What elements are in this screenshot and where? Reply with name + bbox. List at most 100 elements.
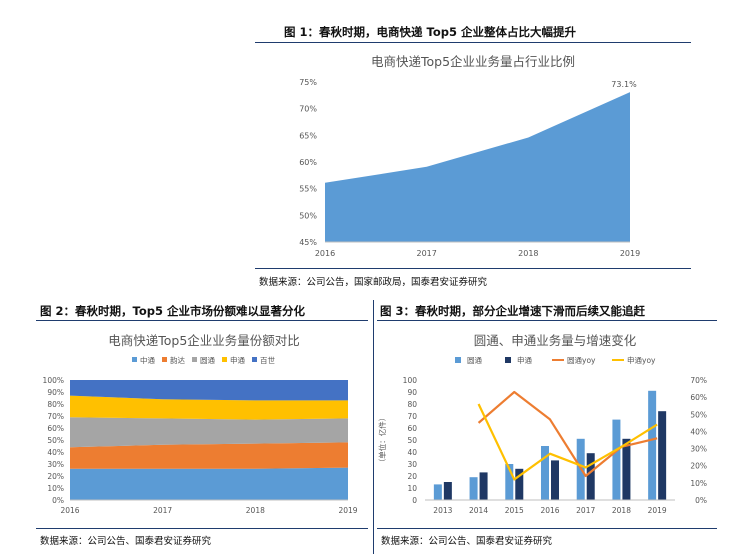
bar-圆通-2014: [469, 477, 478, 500]
legend-label: 百世: [260, 355, 275, 365]
legend-swatch: [252, 357, 257, 362]
chart-2-title: 电商快递Top5企业业务量份额对比: [108, 333, 300, 348]
figure-1-bottom-rule: [255, 268, 691, 269]
chart-1-title: 电商快递Top5企业业务量占行业比例: [371, 54, 575, 69]
figure-2-bottom-rule: [36, 528, 368, 529]
x-tick-label: 2018: [612, 506, 631, 515]
legend-swatch: [162, 357, 167, 362]
figure-2-source: 数据来源：公司公告、国泰君安证券研究: [40, 536, 212, 547]
figure-2-top-rule: [36, 320, 368, 321]
legend-swatch: [455, 357, 461, 363]
legend-label: 圆通yoy: [567, 355, 596, 365]
y-tick-label: 90: [407, 388, 417, 397]
y-tick-label: 100%: [43, 376, 64, 385]
y-tick-label: 10: [407, 484, 417, 493]
legend-label: 圆通: [200, 355, 215, 365]
y-tick-label: 70%: [47, 412, 64, 421]
y2-tick-label: 50%: [690, 410, 707, 419]
y-tick-label: 100: [403, 376, 418, 385]
legend-label: 韵达: [170, 355, 185, 365]
chart-1-top5-share: 电商快递Top5企业业务量占行业比例 45% 50% 55% 60% 65% 70% 75% 2…: [299, 54, 640, 258]
line-series-圆通yoy: [477, 390, 658, 478]
data-label-2019: 73.1%: [611, 80, 637, 89]
y-axis-label: （单位：亿件）: [377, 414, 387, 467]
legend-swatch: [192, 357, 197, 362]
y-tick-label: 30: [407, 460, 417, 469]
x-tick-label: 2017: [153, 506, 172, 515]
bar-圆通-2018: [612, 419, 621, 500]
figure-divider: [373, 300, 374, 554]
area-series-申通: [70, 395, 348, 420]
bar-申通-2017: [586, 453, 595, 500]
y2-tick-label: 30%: [690, 445, 707, 454]
y-tick-label: 40%: [47, 448, 64, 457]
legend-swatch: [132, 357, 137, 362]
figure-1-label: 图 1：春秋时期，电商快递 Top5 企业整体占比大幅提升: [284, 25, 576, 39]
y-tick-label: 60%: [299, 158, 317, 167]
x-tick-label: 2019: [620, 249, 640, 258]
figure-3-top-rule: [377, 320, 717, 321]
y2-tick-label: 0%: [695, 496, 707, 505]
y-tick-label: 20: [407, 472, 417, 481]
legend-label: 申通yoy: [627, 355, 656, 365]
y-tick-label: 70: [407, 412, 417, 421]
x-tick-label: 2018: [246, 506, 265, 515]
y-tick-label: 70%: [299, 105, 317, 114]
y-tick-label: 45%: [299, 238, 317, 247]
area-series-top5-share: [325, 92, 630, 242]
y-tick-label: 75%: [299, 78, 317, 87]
x-tick-label: 2018: [518, 249, 538, 258]
x-tick-label: 2017: [576, 506, 595, 515]
bar-圆通-2013: [433, 484, 442, 500]
y-tick-label: 20%: [47, 472, 64, 481]
y-tick-label: 80%: [47, 400, 64, 409]
x-tick-label: 2017: [416, 249, 436, 258]
figure-2-label: 图 2：春秋时期，Top5 企业市场份额难以显著分化: [40, 304, 305, 318]
y-tick-label: 90%: [47, 388, 64, 397]
y-tick-label: 50%: [47, 436, 64, 445]
y2-tick-label: 20%: [690, 462, 707, 471]
y-tick-label: 50: [407, 436, 417, 445]
bar-申通-2019: [658, 411, 667, 500]
area-series-百世: [70, 380, 348, 401]
x-tick-label: 2019: [338, 506, 357, 515]
x-tick-label: 2014: [469, 506, 488, 515]
x-tick-label: 2019: [648, 506, 667, 515]
y2-tick-label: 60%: [690, 393, 707, 402]
bar-申通-2014: [479, 472, 488, 500]
y2-tick-label: 70%: [690, 376, 707, 385]
figure-3-source: 数据来源：公司公告、国泰君安证券研究: [381, 536, 553, 547]
bar-申通-2013: [443, 482, 452, 500]
y-tick-label: 50%: [299, 211, 317, 220]
figure-3-bottom-rule: [377, 528, 717, 529]
chart-3-title: 圆通、申通业务量与增速变化: [474, 333, 637, 348]
bar-申通-2015: [515, 468, 524, 500]
line-series-申通yoy: [477, 403, 658, 481]
bar-圆通-2015: [505, 464, 514, 500]
legend-label: 申通: [230, 355, 245, 365]
legend-swatch: [505, 357, 511, 363]
y-tick-label: 0%: [52, 496, 64, 505]
area-series-圆通: [70, 417, 348, 448]
legend-swatch: [222, 357, 227, 362]
x-tick-label: 2015: [505, 506, 524, 515]
bar-圆通-2019: [648, 390, 657, 500]
x-tick-label: 2016: [60, 506, 79, 515]
area-series-中通: [70, 467, 348, 500]
figure-1-source: 数据来源：公司公告，国家邮政局，国泰君安证券研究: [259, 277, 488, 288]
y-tick-label: 80: [407, 400, 417, 409]
y2-tick-label: 10%: [690, 479, 707, 488]
y-tick-label: 10%: [47, 484, 64, 493]
bar-圆通-2016: [541, 446, 549, 500]
legend-label: 中通: [140, 355, 155, 365]
y-tick-label: 65%: [299, 131, 317, 140]
y2-tick-label: 40%: [690, 427, 707, 436]
bar-申通-2016: [551, 460, 559, 500]
bar-申通-2018: [622, 438, 631, 500]
x-tick-label: 2013: [433, 506, 452, 515]
area-series-韵达: [70, 442, 348, 469]
y-tick-label: 0: [412, 496, 417, 505]
y-tick-label: 60: [407, 424, 417, 433]
